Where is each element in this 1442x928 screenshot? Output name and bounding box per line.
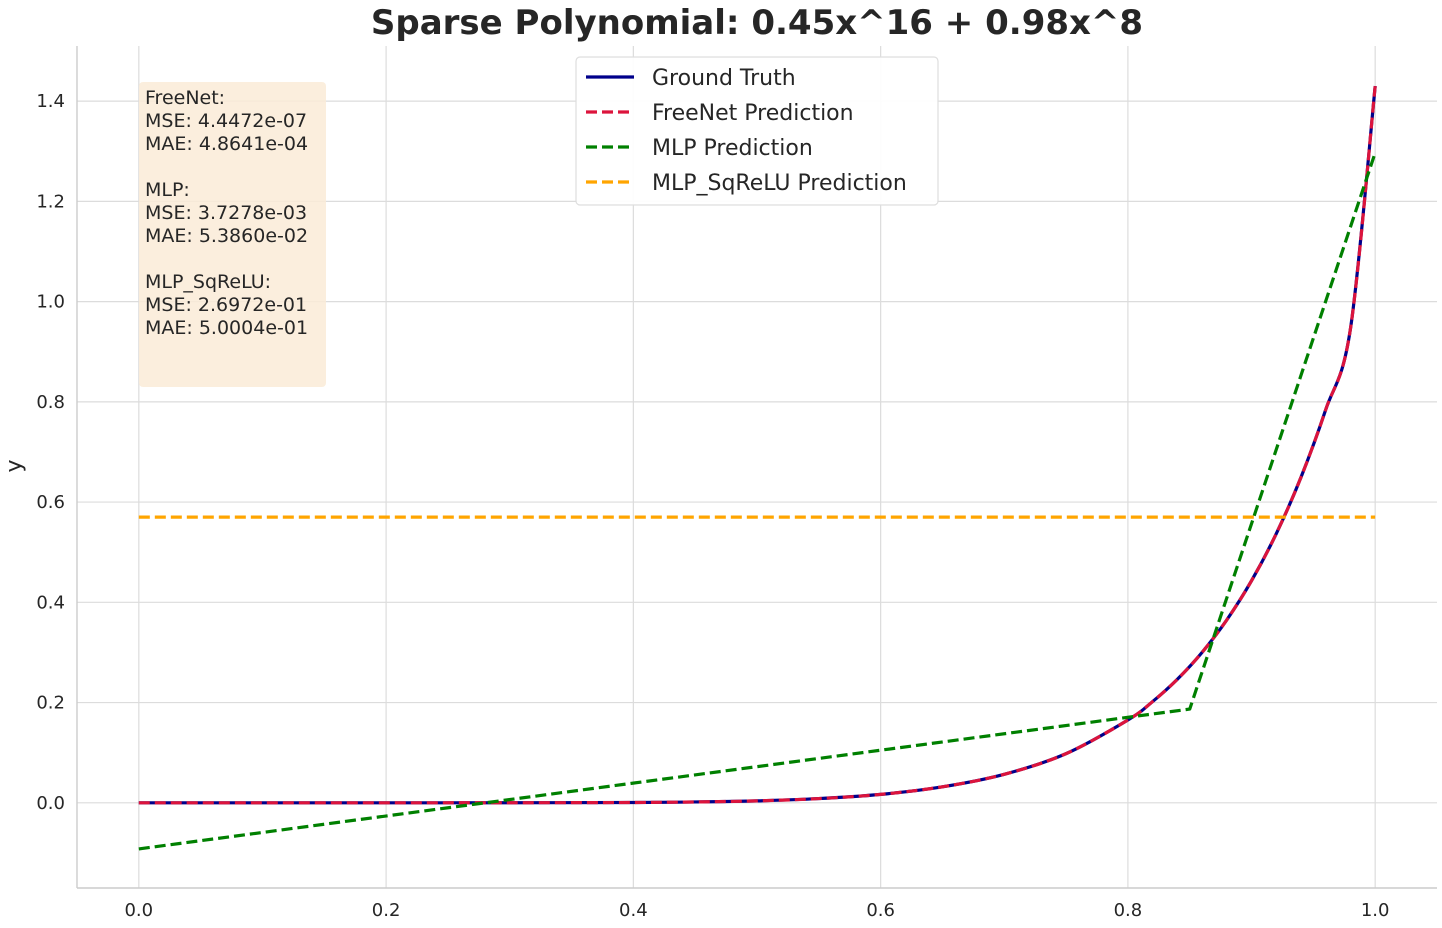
metrics-line: MSE: 3.7278e-03 bbox=[145, 202, 307, 224]
x-tick-label: 0.4 bbox=[619, 900, 648, 921]
metrics-line: MAE: 5.0004e-01 bbox=[145, 317, 308, 339]
x-tick-label: 0.0 bbox=[124, 900, 153, 921]
metrics-line: MAE: 5.3860e-02 bbox=[145, 225, 308, 247]
y-tick-label: 0.0 bbox=[36, 793, 65, 814]
metrics-line: MSE: 2.6972e-01 bbox=[145, 294, 307, 316]
series-lines bbox=[138, 85, 1377, 851]
axes bbox=[76, 46, 1437, 889]
y-tick-label: 0.4 bbox=[36, 592, 65, 613]
legend: Ground Truth FreeNet Prediction MLP Predic… bbox=[575, 56, 939, 206]
x-tick-label: 0.6 bbox=[866, 900, 895, 921]
metrics-line: MLP_SqReLU: bbox=[145, 271, 271, 293]
y-tick-label: 1.2 bbox=[36, 191, 65, 212]
tick-labels: 0.0 0.2 0.4 0.6 0.8 1.0 0.0 0.2 0.4 0.6 0.8 1.0 1.2 1… bbox=[36, 91, 1389, 921]
legend-box bbox=[575, 56, 939, 206]
y-tick-label: 1.4 bbox=[36, 91, 65, 112]
y-tick-label: 0.6 bbox=[36, 492, 65, 513]
freenet-prediction-line bbox=[138, 85, 1377, 805]
y-tick-label: 0.2 bbox=[36, 693, 65, 714]
x-tick-label: 0.8 bbox=[1114, 900, 1143, 921]
metrics-line: MSE: 4.4472e-07 bbox=[145, 110, 307, 132]
metrics-line: MAE: 4.8641e-04 bbox=[145, 133, 308, 155]
metrics-line: MLP: bbox=[145, 179, 190, 201]
x-tick-label: 0.2 bbox=[372, 900, 401, 921]
y-tick-label: 1.0 bbox=[36, 292, 65, 313]
legend-label: FreeNet Prediction bbox=[652, 101, 854, 126]
mlp-prediction-line bbox=[138, 152, 1377, 851]
y-tick-label: 0.8 bbox=[36, 392, 65, 413]
legend-label: MLP_SqReLU Prediction bbox=[652, 171, 907, 196]
legend-label: MLP Prediction bbox=[652, 136, 813, 161]
y-axis-label: y bbox=[2, 459, 27, 472]
legend-label: Ground Truth bbox=[652, 66, 796, 91]
x-tick-label: 1.0 bbox=[1361, 900, 1390, 921]
metrics-line: FreeNet: bbox=[145, 87, 225, 109]
metrics-box-background bbox=[139, 82, 326, 387]
chart-title: Sparse Polynomial: 0.45x^16 + 0.98x^8 bbox=[371, 3, 1143, 43]
